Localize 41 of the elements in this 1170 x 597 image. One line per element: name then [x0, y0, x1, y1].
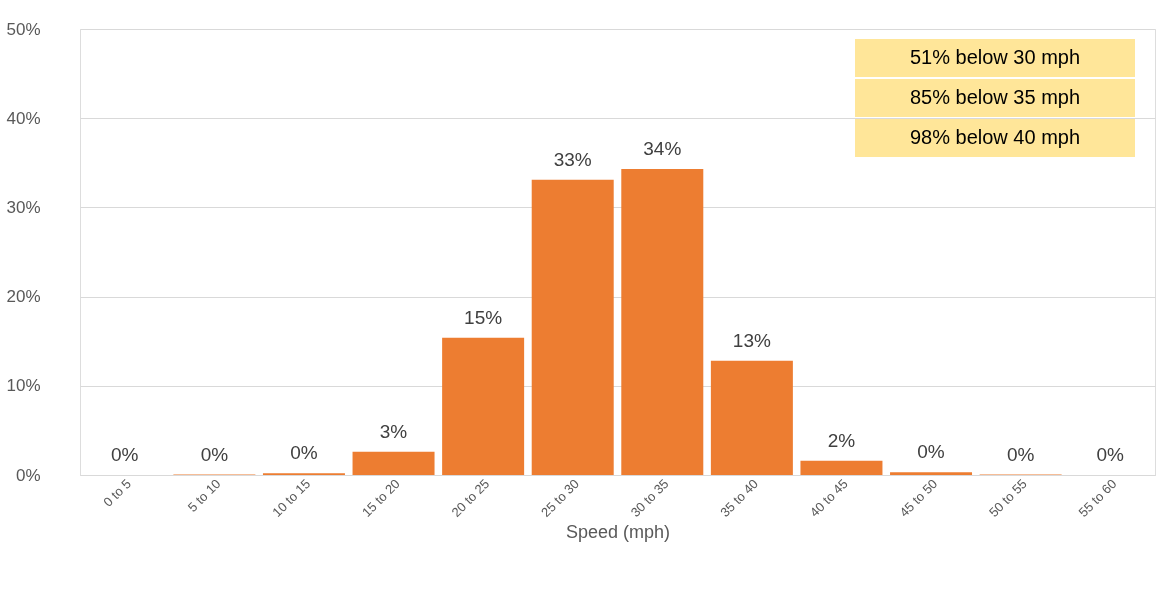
bar — [352, 451, 435, 475]
y-tick-label: 30% — [6, 197, 41, 217]
x-tick-label: 55 to 60 — [1075, 476, 1120, 520]
data-label: 13% — [732, 329, 771, 351]
data-label: 3% — [379, 420, 408, 442]
data-label: 34% — [643, 138, 682, 160]
bar — [442, 337, 525, 475]
x-tick-label: 50 to 55 — [985, 476, 1030, 520]
data-label: 0% — [290, 442, 318, 464]
x-tick-label: 40 to 45 — [806, 476, 851, 520]
x-tick-label: 45 to 50 — [896, 476, 941, 520]
data-label: 2% — [827, 429, 856, 451]
x-tick-label: 30 to 35 — [627, 476, 672, 520]
x-tick-label: 35 to 40 — [717, 476, 762, 520]
y-tick-label: 40% — [6, 108, 41, 128]
x-tick-label: 5 to 10 — [184, 476, 224, 515]
y-tick-label: 50% — [6, 19, 41, 39]
annotation: 51% below 30 mph — [909, 46, 1081, 68]
bar — [621, 169, 704, 475]
x-tick-label: 25 to 30 — [538, 476, 582, 520]
x-tick-label: 10 to 15 — [269, 476, 314, 520]
bar — [890, 472, 973, 475]
x-tick-label: 20 to 25 — [448, 476, 493, 520]
data-label: 0% — [111, 444, 139, 465]
y-tick-label: 0% — [15, 465, 41, 485]
bar — [531, 179, 614, 475]
x-axis-title: Speed (mph) — [565, 521, 671, 542]
annotation: 98% below 40 mph — [909, 126, 1081, 148]
y-tick-label: 20% — [6, 287, 41, 307]
data-label: 0% — [917, 441, 945, 463]
annotation: 85% below 35 mph — [909, 86, 1081, 108]
x-tick-label: 15 to 20 — [358, 476, 403, 520]
bar — [800, 460, 883, 475]
data-label: 15% — [464, 306, 503, 328]
x-tick-label: 0 to 5 — [100, 476, 134, 510]
y-tick-label: 10% — [6, 376, 41, 396]
data-label: 0% — [1006, 443, 1035, 465]
data-label: 0% — [200, 443, 229, 465]
bar — [710, 360, 793, 475]
data-label: 0% — [1096, 444, 1125, 465]
data-label: 33% — [553, 148, 592, 170]
